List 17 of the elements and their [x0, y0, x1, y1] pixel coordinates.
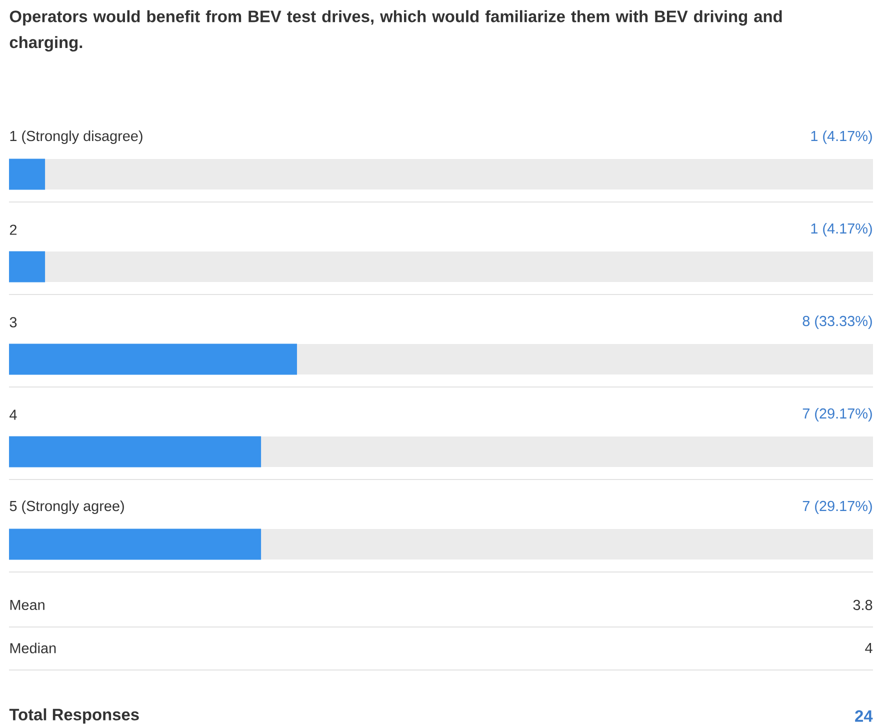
data-label: 1 (4.17%) — [811, 130, 872, 144]
text: 4 — [865, 643, 872, 653]
data-label: 1 (4.17%) — [811, 223, 872, 236]
text: Median — [10, 642, 56, 654]
y-tick-label: 4 — [10, 410, 17, 420]
y-tick-label: 5 (Strongly agree) — [10, 500, 124, 514]
y-tick-label: 2 — [10, 224, 17, 235]
text: Total Responses — [9, 708, 139, 724]
text: 3.8 — [853, 600, 872, 610]
text: Mean — [10, 600, 44, 610]
y-tick-label: 1 (Strongly disagree) — [10, 130, 142, 144]
y-tick-label: 3 — [10, 317, 17, 328]
text: 24 — [855, 710, 873, 722]
chart-title: Operators would benefit from BEV test drives, which would familiarize them with BEV driving and charging. — [10, 10, 782, 52]
data-label: 7 (29.17%) — [802, 408, 872, 422]
data-label: 8 (33.33%) — [802, 316, 872, 329]
data-label: 7 (29.17%) — [802, 500, 872, 514]
